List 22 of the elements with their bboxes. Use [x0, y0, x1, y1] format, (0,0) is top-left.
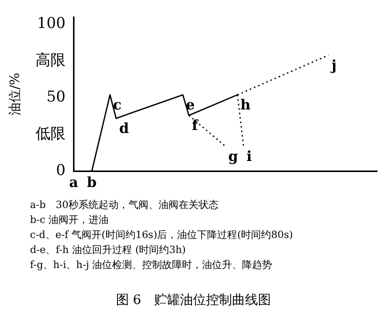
- y-tick-label: 100: [36, 14, 66, 32]
- data-label: i: [246, 148, 252, 165]
- data-label: j: [329, 58, 337, 74]
- text: f-g、h-i、h-j 油位检测、控制故障时，油位升、降趋势: [30, 258, 274, 273]
- y-tick-label: 高限: [36, 50, 66, 69]
- text: d-e、f-h 油位回升过程 (时间约3h): [30, 244, 187, 258]
- y-axis-title: 油位/%: [8, 72, 24, 116]
- data-label: c: [113, 97, 122, 114]
- data-label: d: [119, 120, 130, 137]
- y-tick-label: 低限: [36, 124, 66, 142]
- y-tick-label: 0: [56, 161, 66, 180]
- text: 图 6 贮罐油位控制曲线图: [114, 292, 272, 309]
- data-label: h: [240, 97, 251, 114]
- text: a-b 30秒系统起动，气阀、油阀在关状态: [30, 198, 220, 213]
- y-tick-label: 50: [46, 88, 66, 106]
- text: c-d、e-f 气阀开(时间约16s)后，油位下降过程(时间约80s): [30, 228, 294, 243]
- data-label: e: [186, 97, 195, 114]
- x-tick-label: a: [69, 175, 78, 192]
- data-label: g: [228, 148, 238, 165]
- text: b-c 油阀开，进油: [30, 214, 110, 228]
- data-label: f: [192, 118, 199, 134]
- x-tick-label: b: [86, 175, 97, 192]
